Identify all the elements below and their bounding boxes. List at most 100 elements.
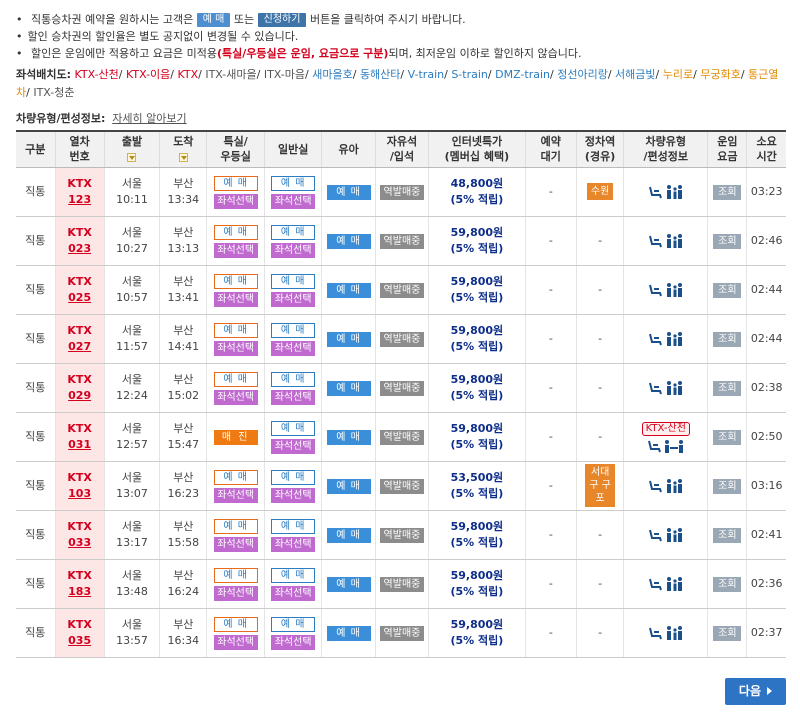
fare-lookup-button[interactable]: 조회 bbox=[713, 233, 742, 249]
legend-link[interactable]: 무궁화호 bbox=[700, 68, 741, 81]
first-book-button[interactable]: 예 매 bbox=[213, 273, 258, 289]
train-number-link[interactable]: 103 bbox=[68, 486, 92, 500]
car-type-icons[interactable] bbox=[648, 233, 684, 249]
baby-book-button[interactable]: 예 매 bbox=[326, 380, 371, 396]
train-number-link[interactable]: 023 bbox=[68, 241, 92, 255]
baby-book-button[interactable]: 예 매 bbox=[326, 184, 371, 200]
legend-link[interactable]: 정선아리랑 bbox=[557, 68, 608, 81]
baby-book-button[interactable]: 예 매 bbox=[326, 429, 371, 445]
car-type-icons[interactable] bbox=[648, 331, 684, 347]
first-book-button[interactable]: 예 매 bbox=[213, 224, 258, 240]
general-book-button[interactable]: 예 매 bbox=[271, 371, 316, 387]
legend-link[interactable]: KTX-이음 bbox=[126, 68, 171, 81]
first-seat-select-button[interactable]: 좌석선택 bbox=[213, 389, 258, 405]
car-type-icons[interactable] bbox=[648, 625, 684, 641]
general-seat-select-button[interactable]: 좌석선택 bbox=[271, 487, 316, 503]
legend-link[interactable]: V-train bbox=[407, 68, 445, 81]
legend-link[interactable]: ITX-청춘 bbox=[33, 86, 75, 99]
legend-link[interactable]: 누리로 bbox=[662, 68, 694, 81]
legend-link[interactable]: 동해산타 bbox=[359, 68, 401, 81]
first-book-button[interactable]: 예 매 bbox=[213, 469, 258, 485]
fare-lookup-button[interactable]: 조회 bbox=[713, 380, 742, 396]
legend-link[interactable]: KTX bbox=[177, 68, 199, 81]
car-type-icons[interactable] bbox=[647, 438, 685, 454]
legend-link[interactable]: 새마을호 bbox=[312, 68, 353, 81]
first-seat-select-button[interactable]: 좌석선택 bbox=[213, 487, 258, 503]
baby-book-button[interactable]: 예 매 bbox=[326, 527, 371, 543]
fare-lookup-button[interactable]: 조회 bbox=[713, 282, 742, 298]
general-book-button[interactable]: 예 매 bbox=[271, 420, 316, 436]
general-book-button[interactable]: 예 매 bbox=[271, 567, 316, 583]
legend-link[interactable]: KTX-산천 bbox=[74, 68, 119, 81]
general-seat-select-button[interactable]: 좌석선택 bbox=[271, 193, 316, 209]
legend-link[interactable]: 서해금빛 bbox=[615, 68, 656, 81]
first-seat-select-button[interactable]: 좌석선택 bbox=[213, 291, 258, 307]
general-seat-select-button[interactable]: 좌석선택 bbox=[271, 634, 316, 650]
first-seat-select-button[interactable]: 좌석선택 bbox=[213, 340, 258, 356]
legend-link[interactable]: DMZ-train bbox=[495, 68, 550, 81]
baby-book-button[interactable]: 예 매 bbox=[326, 331, 371, 347]
first-book-button[interactable]: 예 매 bbox=[213, 518, 258, 534]
general-book-button[interactable]: 예 매 bbox=[271, 616, 316, 632]
general-seat-select-button[interactable]: 좌석선택 bbox=[271, 340, 316, 356]
train-number-link[interactable]: 183 bbox=[68, 584, 92, 598]
first-book-button[interactable]: 예 매 bbox=[213, 175, 258, 191]
baby-book-button[interactable]: 예 매 bbox=[326, 478, 371, 494]
legend-link[interactable]: ITX-마음 bbox=[263, 68, 306, 81]
train-number-link[interactable]: 025 bbox=[68, 290, 92, 304]
general-seat-select-button[interactable]: 좌석선택 bbox=[271, 536, 316, 552]
general-book-button[interactable]: 예 매 bbox=[271, 224, 316, 240]
first-seat-select-button[interactable]: 좌석선택 bbox=[213, 585, 258, 601]
fare-lookup-button[interactable]: 조회 bbox=[713, 429, 742, 445]
first-book-button[interactable]: 예 매 bbox=[213, 567, 258, 583]
via-station-badge[interactable]: 수원 bbox=[586, 183, 614, 200]
fare-lookup-button[interactable]: 조회 bbox=[713, 625, 742, 641]
fare-lookup-button[interactable]: 조회 bbox=[713, 527, 742, 543]
train-number-link[interactable]: 027 bbox=[68, 339, 92, 353]
car-type-icons[interactable] bbox=[648, 380, 684, 396]
general-seat-select-button[interactable]: 좌석선택 bbox=[271, 585, 316, 601]
next-button[interactable]: 다음 bbox=[724, 677, 786, 705]
train-number-link[interactable]: 035 bbox=[68, 633, 92, 647]
general-book-button[interactable]: 예 매 bbox=[271, 175, 316, 191]
train-number-link[interactable]: 123 bbox=[68, 192, 92, 206]
header-depart[interactable]: 출발 bbox=[104, 131, 161, 168]
first-book-button[interactable]: 예 매 bbox=[213, 616, 258, 632]
general-book-button[interactable]: 예 매 bbox=[271, 322, 316, 338]
car-type-icons[interactable] bbox=[648, 478, 684, 494]
fare-lookup-button[interactable]: 조회 bbox=[713, 331, 742, 347]
first-book-button[interactable]: 예 매 bbox=[213, 371, 258, 387]
sort-down-icon[interactable] bbox=[127, 152, 137, 162]
train-number-link[interactable]: 029 bbox=[68, 388, 92, 402]
baby-book-button[interactable]: 예 매 bbox=[326, 576, 371, 592]
general-seat-select-button[interactable]: 좌석선택 bbox=[271, 242, 316, 258]
baby-book-button[interactable]: 예 매 bbox=[326, 233, 371, 249]
general-book-button[interactable]: 예 매 bbox=[271, 518, 316, 534]
train-number-link[interactable]: 033 bbox=[68, 535, 92, 549]
via-station-badge[interactable]: 서대구 구포 bbox=[585, 464, 616, 507]
general-book-button[interactable]: 예 매 bbox=[271, 273, 316, 289]
legend-link[interactable]: ITX-새마을 bbox=[205, 68, 257, 81]
fare-lookup-button[interactable]: 조회 bbox=[713, 184, 742, 200]
first-seat-select-button[interactable]: 좌석선택 bbox=[213, 634, 258, 650]
car-type-icons[interactable] bbox=[648, 184, 684, 200]
legend-link[interactable]: S-train bbox=[451, 68, 488, 81]
car-type-icons[interactable] bbox=[648, 282, 684, 298]
baby-book-button[interactable]: 예 매 bbox=[326, 625, 371, 641]
first-book-button[interactable]: 예 매 bbox=[213, 322, 258, 338]
car-type-icons[interactable] bbox=[648, 527, 684, 543]
legend-link[interactable]: 통근열차 bbox=[16, 68, 779, 99]
general-seat-select-button[interactable]: 좌석선택 bbox=[271, 389, 316, 405]
fare-lookup-button[interactable]: 조회 bbox=[713, 478, 742, 494]
baby-book-button[interactable]: 예 매 bbox=[326, 282, 371, 298]
header-arrive[interactable]: 도착 bbox=[159, 131, 208, 168]
car-info-link[interactable]: 자세히 알아보기 bbox=[112, 112, 187, 125]
car-type-icons[interactable] bbox=[648, 576, 684, 592]
general-book-button[interactable]: 예 매 bbox=[271, 469, 316, 485]
general-seat-select-button[interactable]: 좌석선택 bbox=[271, 438, 316, 454]
train-number-link[interactable]: 031 bbox=[68, 437, 92, 451]
first-seat-select-button[interactable]: 좌석선택 bbox=[213, 193, 258, 209]
first-seat-select-button[interactable]: 좌석선택 bbox=[213, 242, 258, 258]
first-seat-select-button[interactable]: 좌석선택 bbox=[213, 536, 258, 552]
fare-lookup-button[interactable]: 조회 bbox=[713, 576, 742, 592]
